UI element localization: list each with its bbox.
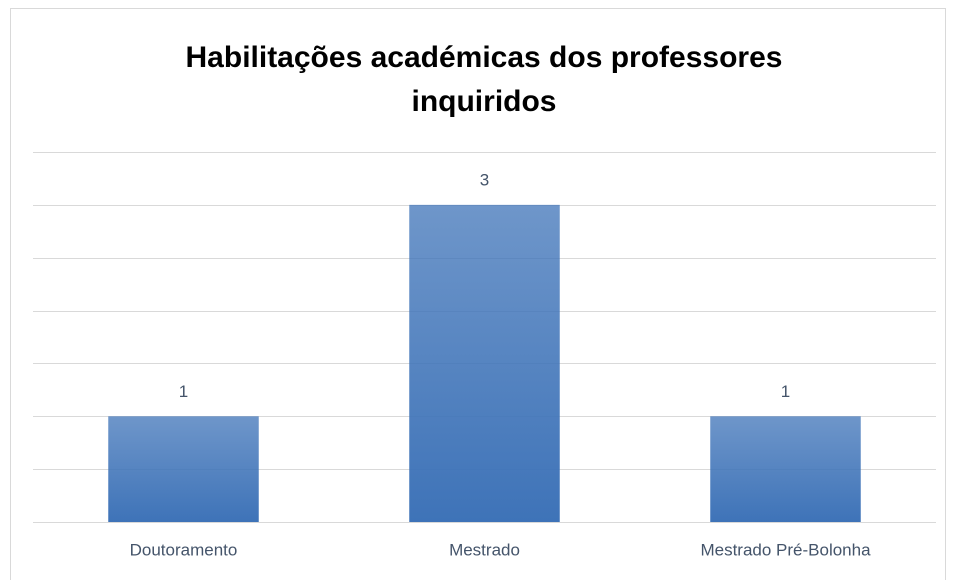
x-tick-label: Doutoramento (130, 540, 238, 559)
chart-frame (10, 8, 946, 580)
x-tick-label: Mestrado (449, 540, 520, 559)
data-label: 3 (480, 170, 489, 189)
x-tick-label: Mestrado Pré-Bolonha (700, 540, 871, 559)
bar (409, 204, 560, 522)
data-label: 1 (781, 382, 790, 401)
chart-title: Habilitações académicas dos professores … (185, 41, 783, 118)
bar (710, 416, 861, 522)
data-label: 1 (179, 382, 188, 401)
bar (108, 416, 259, 522)
